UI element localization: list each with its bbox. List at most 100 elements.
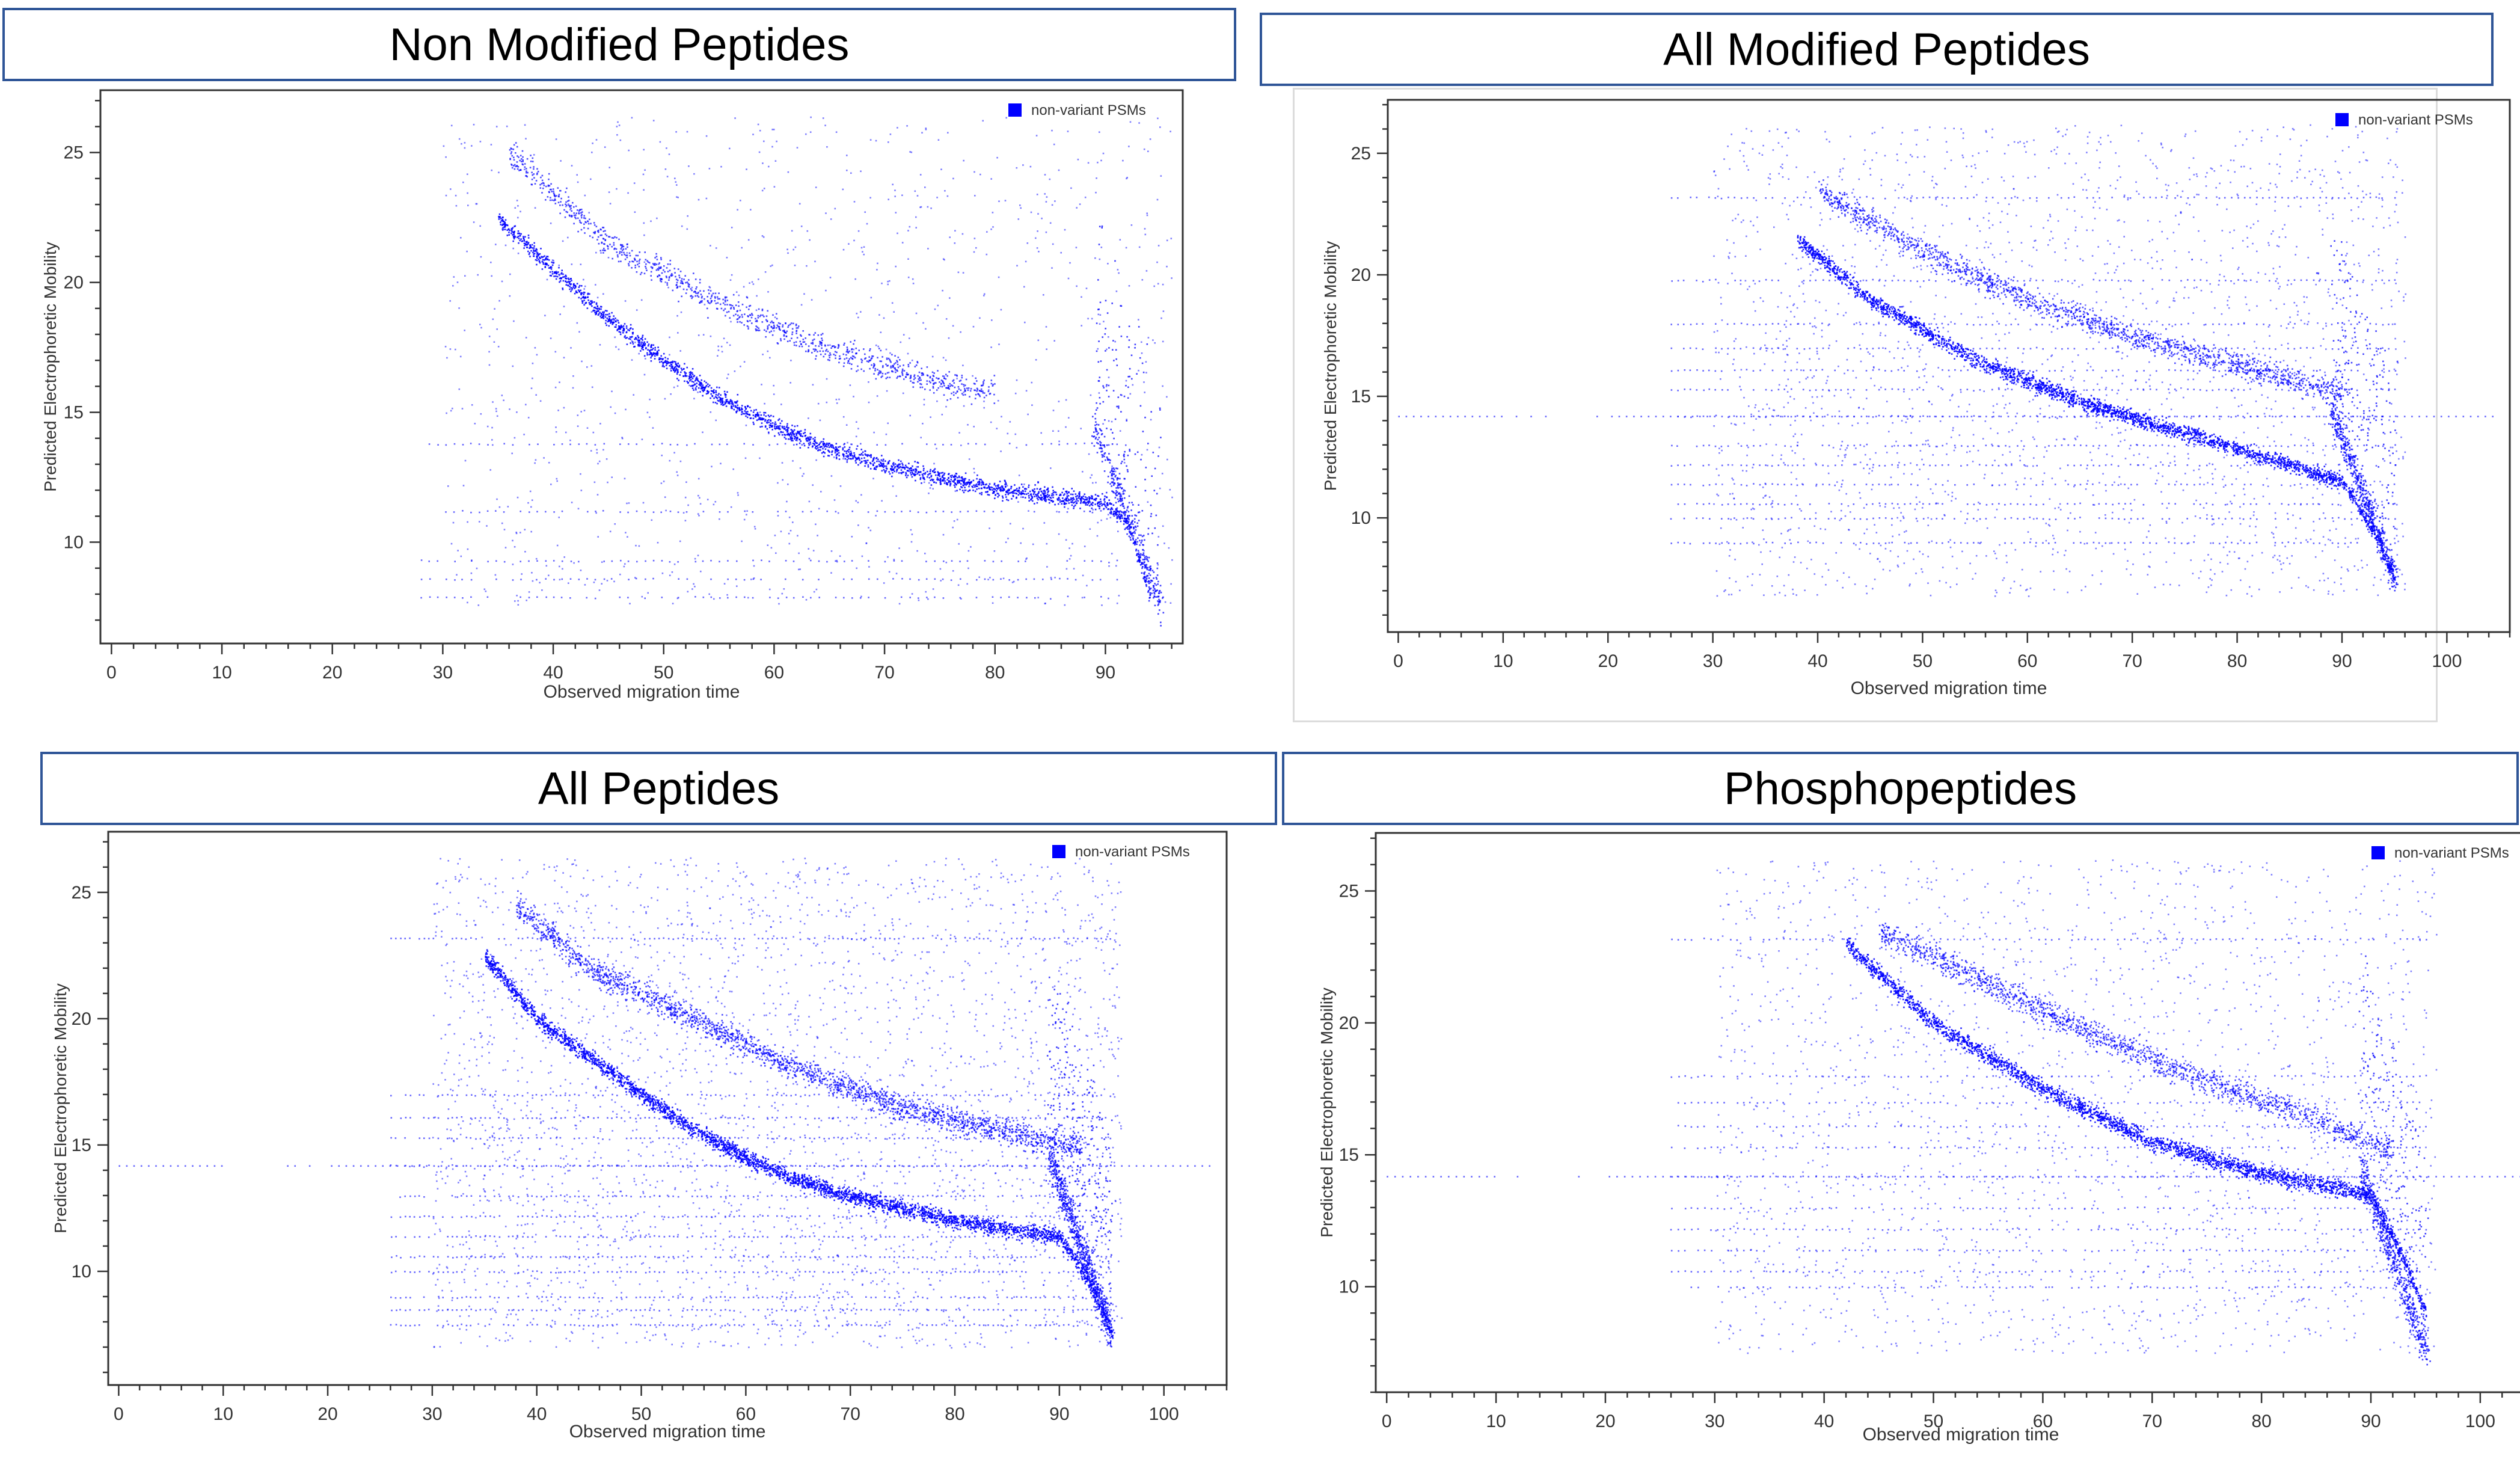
data-point [619, 139, 622, 141]
data-point [533, 168, 535, 170]
data-point [973, 468, 975, 470]
data-point [792, 434, 795, 436]
data-point [766, 320, 768, 322]
data-point [629, 336, 631, 338]
data-point [952, 177, 954, 180]
data-point [586, 366, 588, 368]
data-point [663, 481, 665, 482]
data-point [875, 466, 878, 468]
data-point [694, 557, 696, 560]
data-point [1022, 527, 1024, 530]
data-point [950, 579, 952, 581]
data-point [710, 335, 712, 337]
data-point [1035, 495, 1038, 497]
data-point [874, 369, 876, 372]
data-point [1026, 597, 1028, 599]
data-point [1116, 514, 1118, 515]
data-point [1134, 453, 1136, 455]
data-point [747, 411, 749, 413]
panel-title-all-modified: All Modified Peptides [1260, 13, 2494, 86]
data-point [694, 379, 696, 382]
data-point [983, 407, 985, 409]
data-point [757, 123, 759, 126]
data-point [596, 308, 598, 310]
data-point [1098, 340, 1100, 342]
data-point [652, 427, 654, 429]
data-point [655, 269, 658, 271]
data-point [806, 440, 809, 442]
data-point [577, 209, 578, 211]
data-point [558, 274, 560, 275]
data-point [1078, 497, 1080, 499]
data-point [901, 242, 904, 244]
data-point [824, 443, 826, 445]
data-point [1065, 426, 1067, 428]
data-point [913, 382, 915, 384]
data-point [815, 448, 818, 450]
data-point [1094, 417, 1097, 420]
data-point [723, 401, 726, 403]
data-point [802, 579, 804, 581]
data-point [638, 545, 640, 547]
data-point [916, 473, 919, 475]
data-point [743, 518, 746, 521]
data-point [830, 446, 833, 448]
data-point [569, 205, 571, 207]
data-point [958, 543, 960, 545]
data-point [734, 401, 736, 403]
data-point [533, 166, 535, 168]
data-point [809, 436, 811, 438]
data-point [720, 307, 723, 310]
data-point [608, 318, 610, 321]
data-point [603, 250, 605, 251]
data-point [486, 510, 489, 512]
data-point [702, 511, 705, 512]
data-point [710, 245, 711, 247]
data-point [585, 302, 587, 304]
data-point [1002, 497, 1004, 499]
data-point [454, 579, 456, 581]
data-point [495, 126, 498, 127]
data-point [520, 238, 522, 240]
data-point [864, 358, 866, 360]
data-point [862, 451, 864, 453]
data-point [779, 329, 781, 331]
data-point [628, 337, 630, 340]
data-point [810, 116, 812, 118]
data-point [682, 288, 685, 290]
data-point [627, 511, 629, 514]
data-point [1062, 494, 1065, 496]
data-point [631, 250, 633, 252]
data-point [894, 367, 896, 369]
data-point [526, 175, 527, 177]
data-point [758, 308, 760, 310]
data-point [771, 320, 773, 322]
data-point [867, 511, 869, 513]
data-point [962, 272, 964, 274]
data-point [1028, 510, 1029, 512]
data-point [525, 404, 527, 406]
data-point [550, 268, 553, 270]
data-point [732, 293, 735, 296]
data-point [921, 473, 924, 476]
data-point [654, 349, 656, 351]
data-point [581, 296, 584, 298]
data-point [572, 201, 574, 204]
data-point [617, 121, 619, 123]
data-point [987, 390, 990, 393]
data-point [720, 345, 723, 348]
data-point [618, 124, 621, 126]
data-point [678, 578, 679, 580]
data-point [650, 345, 652, 347]
data-point [690, 372, 692, 374]
data-point [737, 408, 738, 410]
data-point [997, 486, 999, 488]
data-point [532, 580, 534, 582]
data-point [802, 475, 803, 477]
data-point [868, 560, 869, 562]
data-point [725, 315, 726, 317]
data-point [858, 458, 860, 459]
data-point [716, 402, 718, 405]
data-point [886, 463, 889, 465]
data-point [580, 289, 581, 292]
